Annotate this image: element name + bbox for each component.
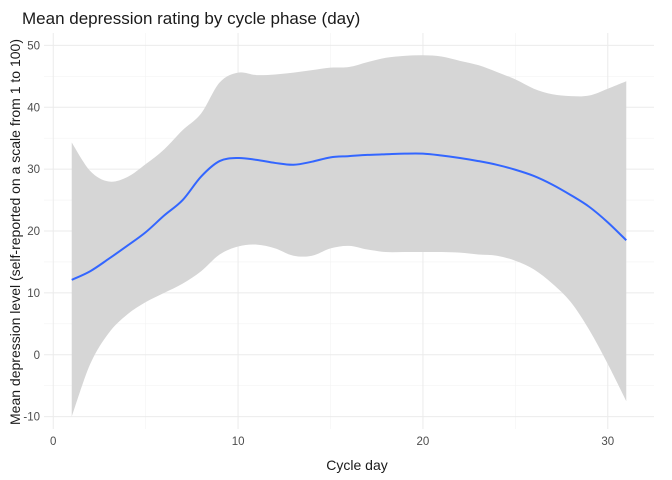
x-tick-label: 20 bbox=[417, 436, 430, 448]
x-tick-label: 10 bbox=[232, 436, 245, 448]
y-tick-label: 50 bbox=[27, 40, 40, 52]
confidence-band bbox=[71, 55, 627, 417]
chart-title: Mean depression rating by cycle phase (d… bbox=[22, 9, 360, 28]
y-tick-label: 40 bbox=[27, 102, 40, 114]
x-tick-label: 30 bbox=[601, 436, 614, 448]
x-axis-label: Cycle day bbox=[326, 457, 387, 473]
y-tick-label: 0 bbox=[34, 350, 40, 362]
confidence-band-layer bbox=[71, 55, 627, 417]
trend-line-layer bbox=[71, 152, 627, 281]
x-tick-label: 0 bbox=[50, 436, 56, 448]
x-axis-ticks: 0 10 20 30 bbox=[50, 436, 614, 448]
y-axis-label: Mean depression level (self-reported on … bbox=[7, 39, 23, 425]
y-axis-ticks: -10 0 10 20 30 40 50 bbox=[23, 40, 40, 423]
y-tick-label: 10 bbox=[27, 288, 40, 300]
mean-trend-line bbox=[71, 152, 627, 281]
y-tick-label: 30 bbox=[27, 164, 40, 176]
y-tick-label: -10 bbox=[23, 412, 40, 424]
y-tick-label: 20 bbox=[27, 226, 40, 238]
